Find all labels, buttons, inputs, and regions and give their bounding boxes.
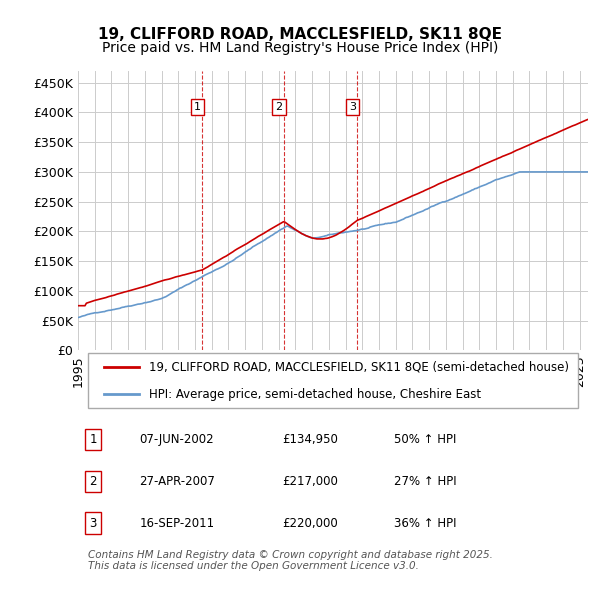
Text: 27% ↑ HPI: 27% ↑ HPI: [394, 475, 457, 488]
Text: 1: 1: [194, 102, 201, 112]
Text: 3: 3: [89, 517, 97, 530]
Text: £134,950: £134,950: [282, 432, 338, 446]
Text: 07-JUN-2002: 07-JUN-2002: [139, 432, 214, 446]
Text: Contains HM Land Registry data © Crown copyright and database right 2025.
This d: Contains HM Land Registry data © Crown c…: [88, 550, 493, 571]
Text: 2: 2: [275, 102, 283, 112]
Text: 50% ↑ HPI: 50% ↑ HPI: [394, 432, 457, 446]
Text: Price paid vs. HM Land Registry's House Price Index (HPI): Price paid vs. HM Land Registry's House …: [102, 41, 498, 55]
Text: 27-APR-2007: 27-APR-2007: [139, 475, 215, 488]
Text: £217,000: £217,000: [282, 475, 338, 488]
FancyBboxPatch shape: [88, 353, 578, 408]
Text: 19, CLIFFORD ROAD, MACCLESFIELD, SK11 8QE: 19, CLIFFORD ROAD, MACCLESFIELD, SK11 8Q…: [98, 27, 502, 41]
Text: HPI: Average price, semi-detached house, Cheshire East: HPI: Average price, semi-detached house,…: [149, 388, 482, 401]
Text: £220,000: £220,000: [282, 517, 338, 530]
Text: 36% ↑ HPI: 36% ↑ HPI: [394, 517, 457, 530]
Text: 2: 2: [89, 475, 97, 488]
Text: 16-SEP-2011: 16-SEP-2011: [139, 517, 214, 530]
Text: 3: 3: [349, 102, 356, 112]
Text: 19, CLIFFORD ROAD, MACCLESFIELD, SK11 8QE (semi-detached house): 19, CLIFFORD ROAD, MACCLESFIELD, SK11 8Q…: [149, 361, 569, 374]
Text: 1: 1: [89, 432, 97, 446]
